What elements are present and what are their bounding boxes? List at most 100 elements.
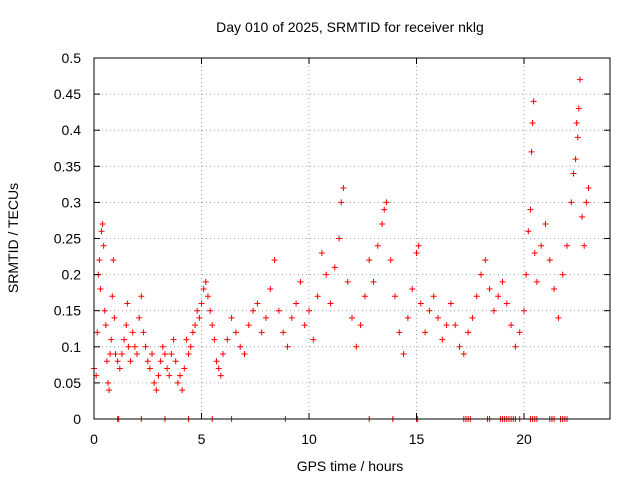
data-point: [574, 134, 581, 141]
data-point: [465, 329, 472, 336]
data-point: [568, 199, 575, 206]
data-point: [576, 76, 583, 83]
data-point: [129, 329, 136, 336]
data-point: [220, 351, 226, 358]
data-point: [366, 257, 373, 264]
data-point: [228, 314, 235, 321]
data-point: [555, 314, 562, 321]
data-point: [100, 242, 107, 249]
data-point: [396, 329, 403, 336]
y-tick-label: 0.45: [54, 86, 81, 102]
data-point: [572, 156, 579, 163]
data-point: [323, 271, 330, 278]
data-point: [112, 351, 119, 358]
x-tick-label: 20: [516, 431, 532, 447]
data-point: [155, 372, 162, 379]
data-point: [460, 351, 467, 358]
data-point: [538, 242, 545, 249]
data-point: [232, 329, 239, 336]
data-point: [409, 286, 416, 293]
data-point: [174, 379, 181, 386]
data-point: [149, 351, 156, 358]
data-point: [241, 351, 248, 358]
data-point: [564, 242, 570, 249]
data-point: [108, 336, 115, 343]
data-point: [512, 343, 519, 350]
data-point: [183, 336, 190, 343]
data-point: [573, 119, 580, 126]
data-point: [99, 221, 106, 228]
data-point: [224, 336, 231, 343]
data-point: [527, 206, 534, 213]
data-point: [204, 293, 211, 300]
data-point: [473, 293, 480, 300]
y-tick-label: 0.5: [62, 50, 82, 66]
data-point: [104, 379, 111, 386]
data-point: [267, 286, 274, 293]
data-point: [490, 307, 497, 314]
data-point: [202, 278, 209, 285]
data-point: [344, 278, 351, 285]
data-point: [387, 257, 394, 264]
data-point: [138, 293, 145, 300]
data-point: [200, 286, 207, 293]
data-point: [499, 278, 506, 285]
data-point: [415, 242, 422, 249]
data-point: [318, 249, 325, 256]
data-point: [495, 293, 502, 300]
data-point: [181, 365, 188, 372]
data-point: [185, 351, 192, 358]
data-point: [400, 351, 407, 358]
data-point: [103, 358, 110, 365]
data-point: [439, 336, 446, 343]
data-point: [336, 235, 343, 242]
data-point: [146, 365, 153, 372]
data-point: [109, 293, 116, 300]
data-point: [245, 322, 252, 329]
data-point: [529, 119, 536, 126]
data-point: [404, 314, 411, 321]
data-point: [211, 336, 218, 343]
data-point: [525, 228, 532, 235]
y-tick-label: 0.25: [54, 231, 81, 247]
data-point: [447, 300, 454, 307]
data-point: [159, 343, 166, 350]
axis-ticks: 0 5 10 15 20 0 0.05 0.1 0.15 0.2 0.25 0.3 0.35 0.4 0.4…: [54, 50, 610, 447]
data-point: [353, 343, 360, 350]
data-point: [379, 221, 386, 228]
data-point: [127, 358, 134, 365]
data-point: [531, 249, 538, 256]
data-point: [101, 307, 108, 314]
data-point: [275, 307, 282, 314]
data-point: [542, 221, 549, 228]
data-point: [370, 278, 377, 285]
data-point: [559, 271, 566, 278]
data-point: [331, 264, 338, 271]
data-point: [383, 199, 390, 206]
data-point: [528, 148, 535, 155]
data-point: [516, 329, 523, 336]
data-point: [585, 184, 592, 191]
data-point: [121, 336, 128, 343]
data-point: [140, 329, 147, 336]
data-point: [118, 351, 125, 358]
data-point: [523, 271, 530, 278]
data-point: [338, 199, 345, 206]
data-point: [521, 307, 527, 314]
data-point: [194, 307, 201, 314]
data-point: [546, 257, 553, 264]
data-point: [456, 343, 463, 350]
data-point: [263, 314, 269, 321]
data-point: [430, 293, 437, 300]
data-point: [124, 300, 131, 307]
data-point: [482, 257, 489, 264]
data-point: [583, 199, 590, 206]
data-point: [293, 300, 300, 307]
data-point: [250, 307, 257, 314]
data-point: [361, 293, 368, 300]
data-point: [164, 365, 171, 372]
data-point: [301, 322, 308, 329]
data-point: [306, 307, 312, 314]
y-tick-label: 0.1: [62, 339, 82, 355]
